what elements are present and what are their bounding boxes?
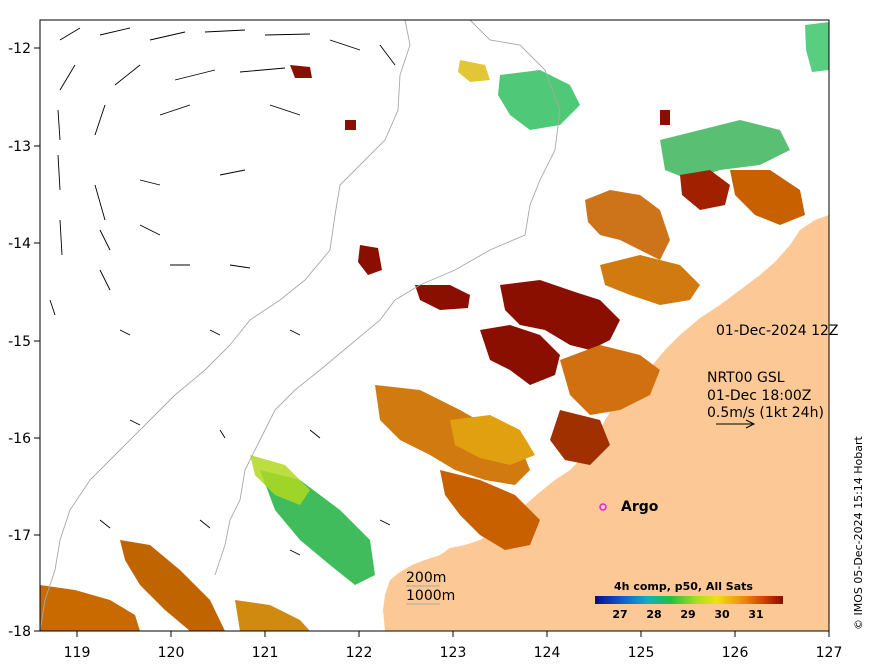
lat-tick-15: -15 — [8, 334, 31, 350]
current-time-label: 01-Dec 18:00Z — [707, 388, 811, 404]
colorbar-tick-31: 31 — [748, 608, 763, 621]
colorbar-tick-28: 28 — [646, 608, 661, 621]
sst-patches — [40, 22, 829, 631]
colorbar-title: 4h comp, p50, All Sats — [614, 580, 753, 593]
contour-200m — [214, 20, 561, 576]
lon-tick-127: 127 — [816, 645, 843, 661]
colorbar-tick-27: 27 — [612, 608, 627, 621]
current-scale-label: 0.5m/s (1kt 24h) — [707, 405, 824, 421]
lon-tick-125: 125 — [628, 645, 655, 661]
lat-tick-17: -17 — [8, 528, 31, 544]
lon-tick-120: 120 — [158, 645, 185, 661]
lon-tick-124: 124 — [534, 645, 561, 661]
colorbar-tick-30: 30 — [714, 608, 730, 621]
lon-tick-119: 119 — [64, 645, 91, 661]
colorbar-gradient — [595, 596, 783, 604]
lat-tick-16: -16 — [8, 431, 31, 447]
land-kimberley — [383, 215, 829, 631]
scale-arrow — [716, 419, 756, 429]
lat-tick-14: -14 — [8, 236, 31, 252]
lon-tick-123: 123 — [440, 645, 467, 661]
lon-tick-122: 122 — [346, 645, 373, 661]
colorbar-tick-29: 29 — [680, 608, 695, 621]
contour-1000-label: 1000m — [406, 588, 455, 604]
date-label: 01-Dec-2024 12Z — [716, 323, 839, 339]
credit-label: © IMOS 05-Dec-2024 15:14 Hobart — [852, 435, 865, 630]
lon-tick-121: 121 — [252, 645, 279, 661]
lat-tick-13: -13 — [8, 139, 31, 155]
argo-marker — [599, 503, 607, 511]
contour-1000m — [40, 20, 411, 631]
current-product-label: NRT00 GSL — [707, 370, 785, 386]
axis-ticks — [34, 47, 830, 637]
lat-tick-18: -18 — [8, 624, 31, 640]
lon-tick-126: 126 — [722, 645, 749, 661]
plot-frame — [39, 19, 830, 632]
contour-200-label: 200m — [406, 570, 446, 586]
current-vectors — [49, 27, 396, 556]
argo-label: Argo — [621, 499, 659, 515]
lat-tick-12: -12 — [8, 41, 31, 57]
